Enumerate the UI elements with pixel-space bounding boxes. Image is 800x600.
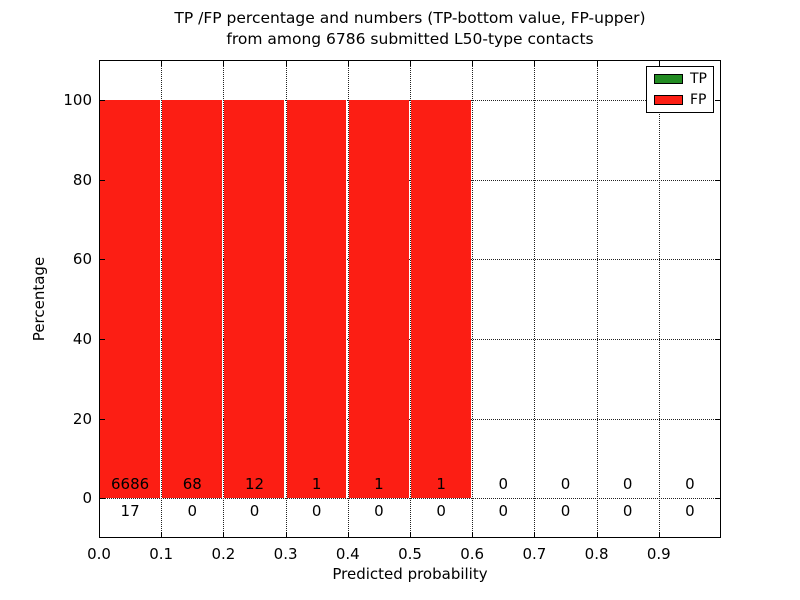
legend: TP FP [646,66,714,113]
x-tick-label: 0.4 [335,545,360,563]
y-tick-label: 60 [72,250,92,269]
x-tick-label: 0.2 [211,545,236,563]
x-tick-mark-top [347,61,349,66]
x-tick-mark-bottom [285,532,287,538]
legend-swatch-tp [654,74,683,84]
chart-title: TP /FP percentage and numbers (TP-bottom… [110,8,710,50]
y-tick-label: 0 [82,489,92,508]
y-tick-label: 20 [72,409,92,428]
gridline-vertical [347,61,349,537]
y-tick-mark-left [100,498,105,500]
tp-count-label: 0 [249,502,260,520]
x-tick-mark-top [99,61,100,66]
x-tick-mark-bottom [161,532,163,538]
gridline-vertical [596,61,598,537]
fp-count-label: 68 [182,475,202,493]
bar-fp [224,99,285,499]
chart-title-line-1: TP /FP percentage and numbers (TP-bottom… [174,9,646,27]
tp-count-label: 0 [685,502,695,520]
x-tick-mark-top [410,61,411,66]
x-tick-mark-bottom [596,532,598,538]
x-tick-mark-top [472,61,474,66]
fp-count-label: 0 [498,475,509,493]
y-tick-label: 80 [72,170,92,189]
fp-count-label: 12 [244,475,265,493]
x-tick-label: 0.1 [149,545,174,563]
x-tick-label: 0.9 [646,545,671,563]
gridline-vertical [285,61,287,537]
tp-count-label: 0 [436,502,446,520]
gridline-vertical [658,61,660,537]
legend-swatch-fp [654,95,683,105]
x-tick-mark-top [285,61,287,66]
x-tick-mark-top [596,61,598,66]
fp-count-label: 0 [685,475,695,493]
tp-count-label: 0 [622,502,633,520]
y-tick-label: 100 [63,90,92,109]
gridline-vertical [472,61,474,537]
x-tick-label: 0.3 [273,545,298,563]
x-tick-label: 0.5 [398,545,422,563]
legend-label-tp: TP [690,71,707,87]
gridline-vertical [534,61,536,537]
y-tick-mark-left [100,99,105,101]
gridline-vertical [223,61,225,537]
legend-label-fp: FP [690,92,707,108]
fp-count-label: 1 [436,475,446,493]
fp-count-label: 0 [560,475,571,493]
y-tick-mark-right [715,498,720,500]
bar-fp [100,99,160,499]
tp-count-label: 0 [498,502,509,520]
tp-count-label: 0 [560,502,571,520]
y-tick-label: 40 [72,329,92,348]
y-tick-mark-left [100,259,105,261]
x-tick-mark-bottom [472,532,474,538]
x-tick-label: 0.7 [522,545,547,563]
x-tick-mark-top [534,61,536,66]
x-tick-mark-bottom [223,532,225,538]
fp-count-label: 1 [311,475,322,493]
fp-count-label: 6686 [111,475,150,493]
tp-count-label: 0 [187,502,198,520]
bar-fp [348,99,409,499]
y-tick-mark-right [715,259,720,261]
gridline-vertical [161,61,163,537]
chart-title-line-2: from among 6786 submitted L50-type conta… [226,30,594,48]
y-tick-mark-left [100,418,105,420]
gridline-vertical [410,61,411,537]
y-tick-mark-right [715,179,720,181]
bar-fp [162,99,222,499]
x-tick-mark-bottom [99,532,100,538]
fp-count-label: 1 [374,475,384,493]
tp-count-label: 17 [120,502,140,520]
y-tick-mark-right [715,338,720,340]
x-tick-mark-bottom [534,532,536,538]
x-tick-label: 0.6 [460,545,485,563]
y-tick-mark-right [715,418,720,420]
x-tick-mark-top [223,61,225,66]
x-tick-mark-top [161,61,163,66]
fp-count-label: 0 [622,475,633,493]
y-tick-mark-right [715,99,720,101]
x-tick-mark-bottom [410,532,411,538]
x-tick-label: 0.8 [584,545,609,563]
y-axis-label: Percentage [30,256,48,342]
y-tick-mark-left [100,338,105,340]
tp-count-label: 0 [374,502,384,520]
x-tick-mark-top [658,61,660,66]
tp-count-label: 0 [311,502,322,520]
x-axis-label: Predicted probability [332,565,488,583]
x-tick-label: 0.0 [87,545,111,563]
bar-fp [286,99,347,499]
bar-fp [411,99,471,499]
x-tick-mark-bottom [658,532,660,538]
x-tick-mark-bottom [347,532,349,538]
y-tick-mark-left [100,179,105,181]
